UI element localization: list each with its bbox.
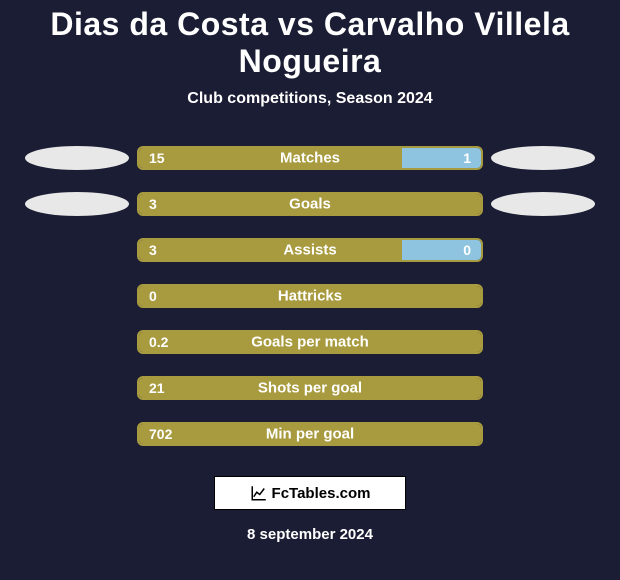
brand-badge: FcTables.com (214, 476, 406, 510)
stat-label: Goals per match (251, 334, 369, 351)
page-title: Dias da Costa vs Carvalho Villela Noguei… (0, 6, 620, 80)
avatar-slot-right (483, 192, 603, 216)
stat-bar-assists: 3 Assists 0 (137, 238, 483, 262)
avatar-slot-left (17, 146, 137, 170)
stat-bar-goals: 3 Goals (137, 192, 483, 216)
stat-row-shots-per-goal: 21 Shots per goal (17, 376, 603, 400)
stat-label: Matches (280, 150, 340, 167)
player2-avatar (491, 192, 595, 216)
player1-fill (139, 240, 402, 260)
stat-bar-min-per-goal: 702 Min per goal (137, 422, 483, 446)
stat-bar-goals-per-match: 0.2 Goals per match (137, 330, 483, 354)
stat-row-assists: 3 Assists 0 (17, 238, 603, 262)
stats-rows: 15 Matches 1 3 Goals 3 Assists 0 0 Hattricks 0.2 Go… (17, 146, 603, 468)
stat-label: Assists (283, 242, 336, 259)
stat-bar-matches: 15 Matches 1 (137, 146, 483, 170)
stat-row-min-per-goal: 702 Min per goal (17, 422, 603, 446)
brand-label: FcTables.com (272, 485, 371, 502)
player1-value: 702 (149, 426, 172, 442)
stat-row-goals: 3 Goals (17, 192, 603, 216)
player1-fill (139, 148, 402, 168)
player1-value: 0 (149, 288, 157, 304)
avatar-slot-right (483, 146, 603, 170)
player1-value: 15 (149, 150, 165, 166)
stat-label: Shots per goal (258, 380, 362, 397)
player1-avatar (25, 146, 129, 170)
player2-value: 0 (463, 242, 471, 258)
player2-avatar (491, 146, 595, 170)
chart-icon (250, 484, 268, 502)
stat-label: Min per goal (266, 426, 354, 443)
page-subtitle: Club competitions, Season 2024 (187, 90, 432, 108)
player1-value: 21 (149, 380, 165, 396)
avatar-slot-left (17, 192, 137, 216)
stat-label: Hattricks (278, 288, 342, 305)
player2-value: 1 (463, 150, 471, 166)
stat-row-matches: 15 Matches 1 (17, 146, 603, 170)
stat-bar-shots-per-goal: 21 Shots per goal (137, 376, 483, 400)
footer-date: 8 september 2024 (247, 526, 373, 543)
player1-value: 3 (149, 242, 157, 258)
comparison-infographic: Dias da Costa vs Carvalho Villela Noguei… (0, 0, 620, 580)
player1-value: 0.2 (149, 334, 168, 350)
stat-row-hattricks: 0 Hattricks (17, 284, 603, 308)
player1-value: 3 (149, 196, 157, 212)
stat-row-goals-per-match: 0.2 Goals per match (17, 330, 603, 354)
player1-avatar (25, 192, 129, 216)
stat-bar-hattricks: 0 Hattricks (137, 284, 483, 308)
stat-label: Goals (289, 196, 331, 213)
